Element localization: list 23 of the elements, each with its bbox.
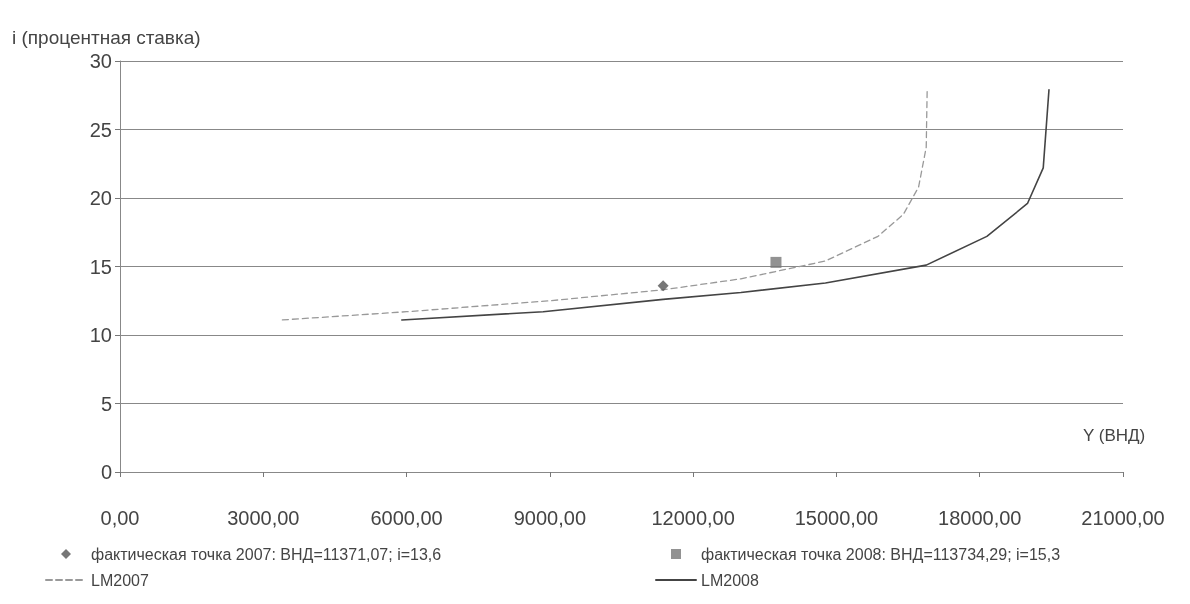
x-tick-label: 9000,00 [513,507,587,529]
x-tick-label: 18000,00 [938,507,1022,529]
line-series [281,89,928,321]
y-tick-label: 5 [100,392,112,415]
y-tick-label: 15 [89,255,112,278]
legend-label: LM2007 [91,571,149,589]
x-tick-label: 3000,00 [227,507,300,529]
y-tick-label: 20 [89,187,112,209]
legend-label: фактическая точка 2007: ВНД=11371,07; i=13,6 [91,545,442,563]
y-axis-title: i (процентная ставка) [12,27,201,48]
y-tick-label: 25 [89,118,112,141]
x-tick-label: 12000,00 [651,507,735,529]
line-series [401,88,1050,321]
y-tick-label: 10 [89,324,112,346]
legend-label: фактическая точка 2008: ВНД=113734,29; i=15,3 [701,545,1061,563]
x-tick-label: 15000,00 [794,507,879,529]
x-axis-title: Y (ВНД) [1083,426,1146,445]
y-tick-label: 30 [89,50,112,72]
legend-label: LM2008 [701,571,759,589]
x-tick-label: 21000,00 [1081,507,1165,529]
y-tick-label: 0 [100,461,112,483]
x-tick-label: 6000,00 [370,507,443,529]
x-tick-label: 0,00 [100,507,140,529]
